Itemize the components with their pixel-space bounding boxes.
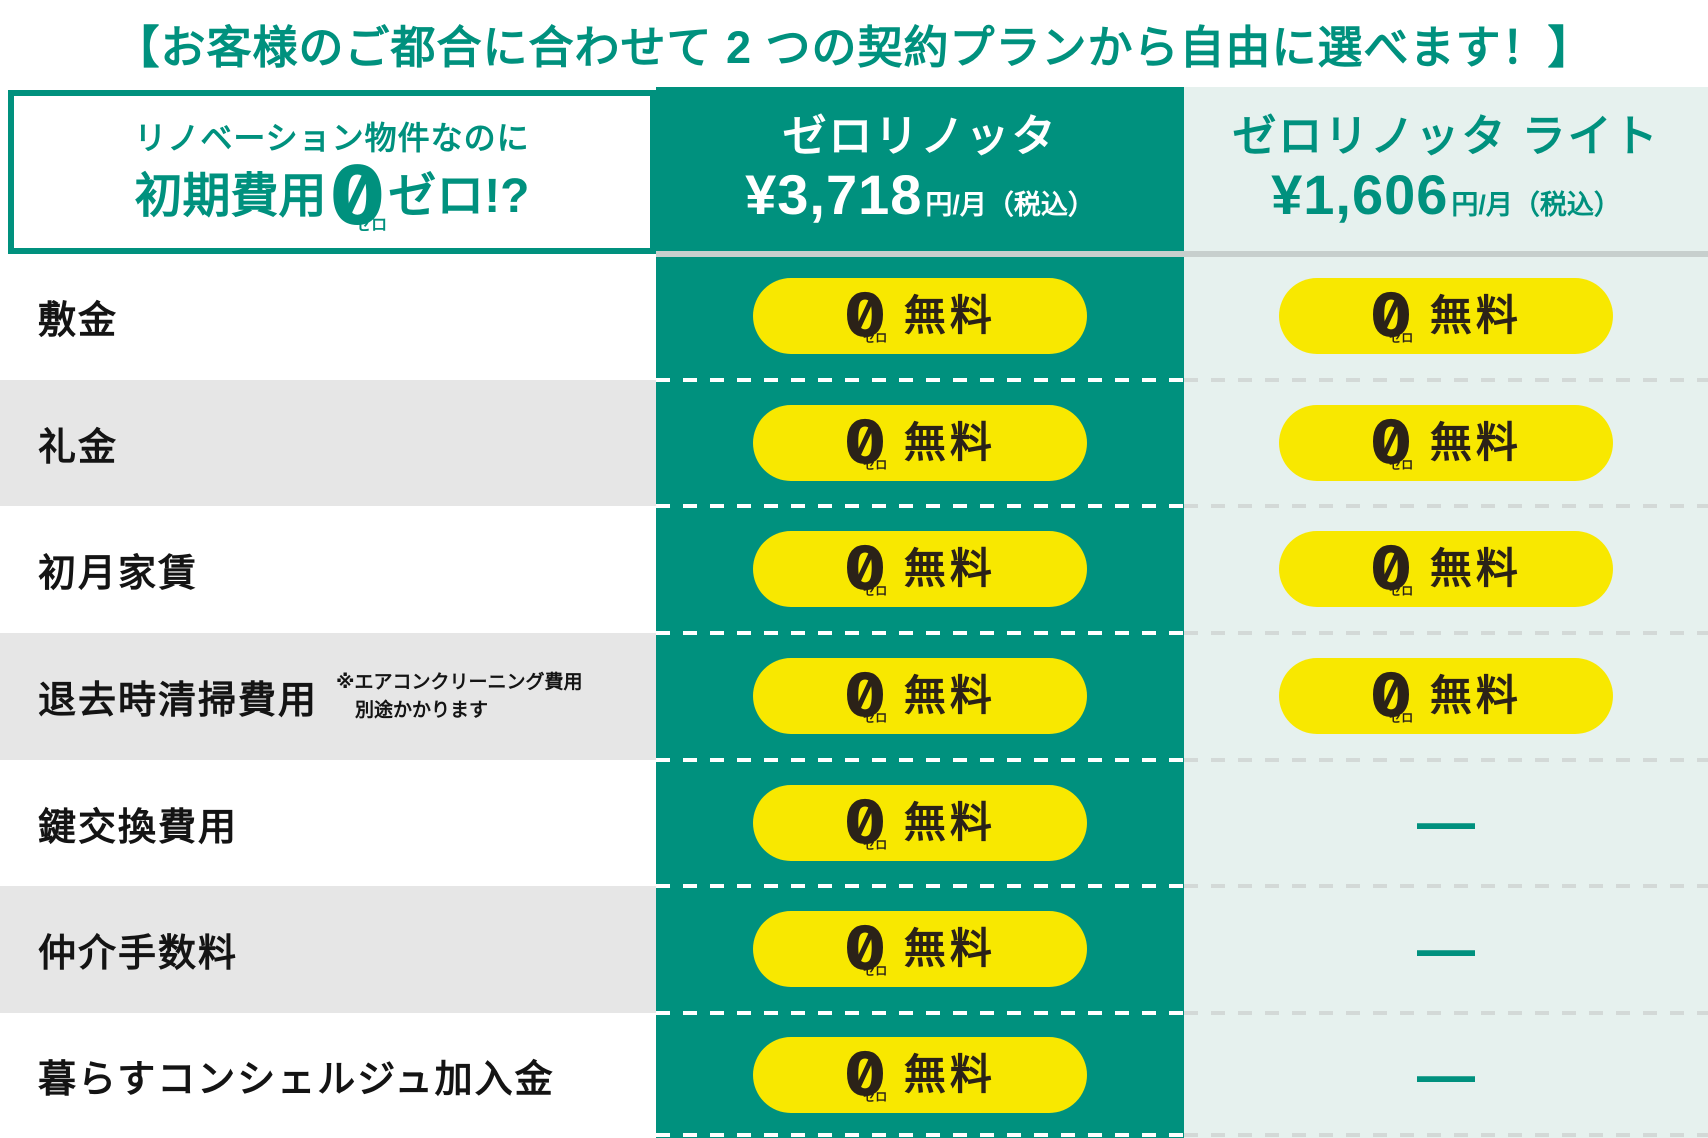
row-label: 敷金 <box>38 300 119 342</box>
left-header-zero-line: 初期費用 0 ゼロ ゼロ!? <box>134 157 530 237</box>
row-separator-dashed <box>1184 378 1708 382</box>
plan2-price-amount: ¥1,606 <box>1271 163 1449 226</box>
free-badge-label: 無料 <box>1429 672 1522 719</box>
free-badge: 0ゼロ 無料 <box>753 911 1087 987</box>
slashed-zero-icon: 0ゼロ <box>1370 666 1413 726</box>
free-badge: 0ゼロ 無料 <box>753 785 1087 861</box>
free-badge: 0ゼロ 無料 <box>1279 278 1613 354</box>
left-header-suffix: ゼロ!? <box>388 170 530 223</box>
row-separator-dashed <box>656 884 1184 888</box>
left-header-catchline: リノベーション物件なのに <box>134 120 530 156</box>
slashed-zero-icon: 0ゼロ <box>844 919 887 979</box>
row-separator-dashed <box>1184 884 1708 888</box>
slashed-zero-icon: 0 ゼロ <box>330 157 388 237</box>
free-badge-label: 無料 <box>903 672 996 719</box>
plan2-price-unit: 円/月（税込） <box>1451 190 1621 220</box>
row-label: 礼金 <box>38 426 119 469</box>
not-included-cell: — <box>1417 916 1475 982</box>
plan1-price: ¥3,718 円/月（税込） <box>745 167 1095 223</box>
slashed-zero-icon: 0ゼロ <box>844 539 887 599</box>
slashed-zero-icon: 0ゼロ <box>844 413 887 473</box>
slashed-zero-icon: 0ゼロ <box>844 286 887 346</box>
plan2-column-background <box>1184 87 1708 1138</box>
plan1-price-unit: 円/月（税込） <box>925 190 1095 220</box>
row-separator-dashed <box>656 504 1184 508</box>
row-separator-dashed <box>656 758 1184 762</box>
row-stripe <box>0 886 656 1013</box>
row-separator-dashed <box>656 631 1184 635</box>
not-included-cell: — <box>1417 790 1475 855</box>
slashed-zero-icon: 0ゼロ <box>1370 413 1413 473</box>
slashed-zero-icon: 0ゼロ <box>844 793 887 853</box>
free-badge-label: 無料 <box>903 292 996 339</box>
free-badge-label: 無料 <box>1429 419 1522 466</box>
plan1-name: ゼロリノッタ <box>782 112 1058 161</box>
free-badge-label: 無料 <box>903 545 996 592</box>
free-badge: 0ゼロ 無料 <box>753 531 1087 607</box>
free-badge: 0ゼロ 無料 <box>753 405 1087 481</box>
row-separator-dashed <box>1184 504 1708 508</box>
free-badge: 0ゼロ 無料 <box>1279 658 1613 734</box>
free-badge: 0ゼロ 無料 <box>753 278 1087 354</box>
row-note: ※エアコンクリーニング費用 別途かかります <box>336 671 583 721</box>
free-badge: 0ゼロ 無料 <box>1279 531 1613 607</box>
free-badge-label: 無料 <box>903 799 996 846</box>
plan2-price: ¥1,606 円/月（税込） <box>1271 167 1621 223</box>
row-stripe <box>0 633 656 760</box>
row-separator-dashed <box>1184 758 1708 762</box>
free-badge-label: 無料 <box>903 419 996 466</box>
free-badge-label: 無料 <box>1429 292 1522 339</box>
plan1-price-amount: ¥3,718 <box>745 163 923 226</box>
free-badge-label: 無料 <box>1429 545 1522 592</box>
row-label: 鍵交換費用 <box>38 806 239 849</box>
row-separator-dashed <box>656 378 1184 382</box>
free-badge-label: 無料 <box>903 925 996 972</box>
free-badge-label: 無料 <box>903 1051 996 1098</box>
row-label: 暮らすコンシェルジュ加入金 <box>38 1059 555 1101</box>
slashed-zero-icon: 0ゼロ <box>844 666 887 726</box>
page-title: 【お客様のご都合に合わせて 2 つの契約プランから自由に選べます！】 <box>114 22 1594 73</box>
row-separator-dashed <box>656 1011 1184 1015</box>
row-separator-dashed <box>1184 1133 1708 1137</box>
left-header-box: リノベーション物件なのに 初期費用 0 ゼロ ゼロ!? <box>8 90 656 254</box>
slashed-zero-icon: 0ゼロ <box>844 1045 887 1105</box>
header-separator <box>656 251 1708 257</box>
free-badge: 0ゼロ 無料 <box>753 658 1087 734</box>
free-badge: 0ゼロ 無料 <box>753 1037 1087 1113</box>
left-header-prefix: 初期費用 <box>134 170 327 223</box>
row-separator-dashed <box>656 1133 1184 1137</box>
plan1-header: ゼロリノッタ ¥3,718 円/月（税込） <box>656 87 1184 251</box>
plan2-name: ゼロリノッタ ライト <box>1232 112 1660 161</box>
row-label: 仲介手数料 <box>38 933 239 975</box>
not-included-cell: — <box>1417 1042 1475 1108</box>
row-label: 初月家賃 <box>38 553 199 595</box>
plan2-header: ゼロリノッタ ライト ¥1,606 円/月（税込） <box>1184 87 1708 251</box>
slashed-zero-icon: 0ゼロ <box>1370 539 1413 599</box>
slashed-zero-icon: 0ゼロ <box>1370 286 1413 346</box>
plan-comparison-table: リノベーション物件なのに 初期費用 0 ゼロ ゼロ!? ゼロリノッタ ¥3,71… <box>0 87 1708 1138</box>
row-separator-dashed <box>1184 1011 1708 1015</box>
row-separator-dashed <box>1184 631 1708 635</box>
row-stripe <box>0 380 656 506</box>
row-label: 退去時清掃費用 ※エアコンクリーニング費用 別途かかります <box>0 633 656 760</box>
free-badge: 0ゼロ 無料 <box>1279 405 1613 481</box>
